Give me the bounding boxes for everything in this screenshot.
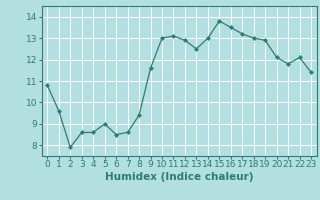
X-axis label: Humidex (Indice chaleur): Humidex (Indice chaleur) <box>105 172 253 182</box>
